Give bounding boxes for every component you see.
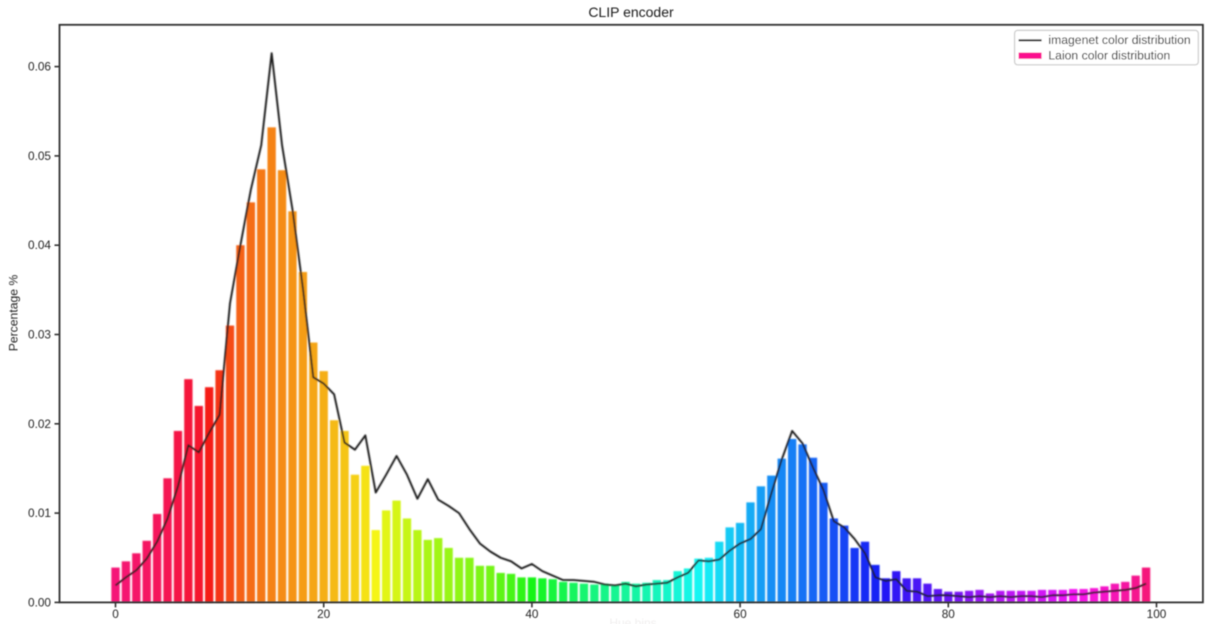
svg-text:0.03: 0.03 (28, 328, 51, 342)
svg-text:20: 20 (317, 607, 331, 621)
svg-text:60: 60 (734, 607, 748, 621)
svg-text:Laion color distribution: Laion color distribution (1048, 48, 1170, 62)
svg-text:0.06: 0.06 (28, 60, 51, 74)
svg-text:0.01: 0.01 (28, 506, 51, 520)
svg-text:40: 40 (525, 607, 539, 621)
svg-text:0.04: 0.04 (28, 238, 51, 252)
svg-text:0.05: 0.05 (28, 149, 51, 163)
svg-text:0: 0 (112, 607, 119, 621)
svg-text:Hue bins: Hue bins (609, 616, 656, 624)
svg-text:imagenet color distribution: imagenet color distribution (1048, 33, 1190, 47)
svg-text:CLIP encoder: CLIP encoder (588, 4, 674, 20)
svg-text:80: 80 (942, 607, 956, 621)
svg-text:Percentage %: Percentage % (7, 275, 21, 352)
svg-text:0.02: 0.02 (28, 417, 51, 431)
svg-text:0.00: 0.00 (28, 595, 51, 609)
svg-text:100: 100 (1147, 607, 1167, 621)
